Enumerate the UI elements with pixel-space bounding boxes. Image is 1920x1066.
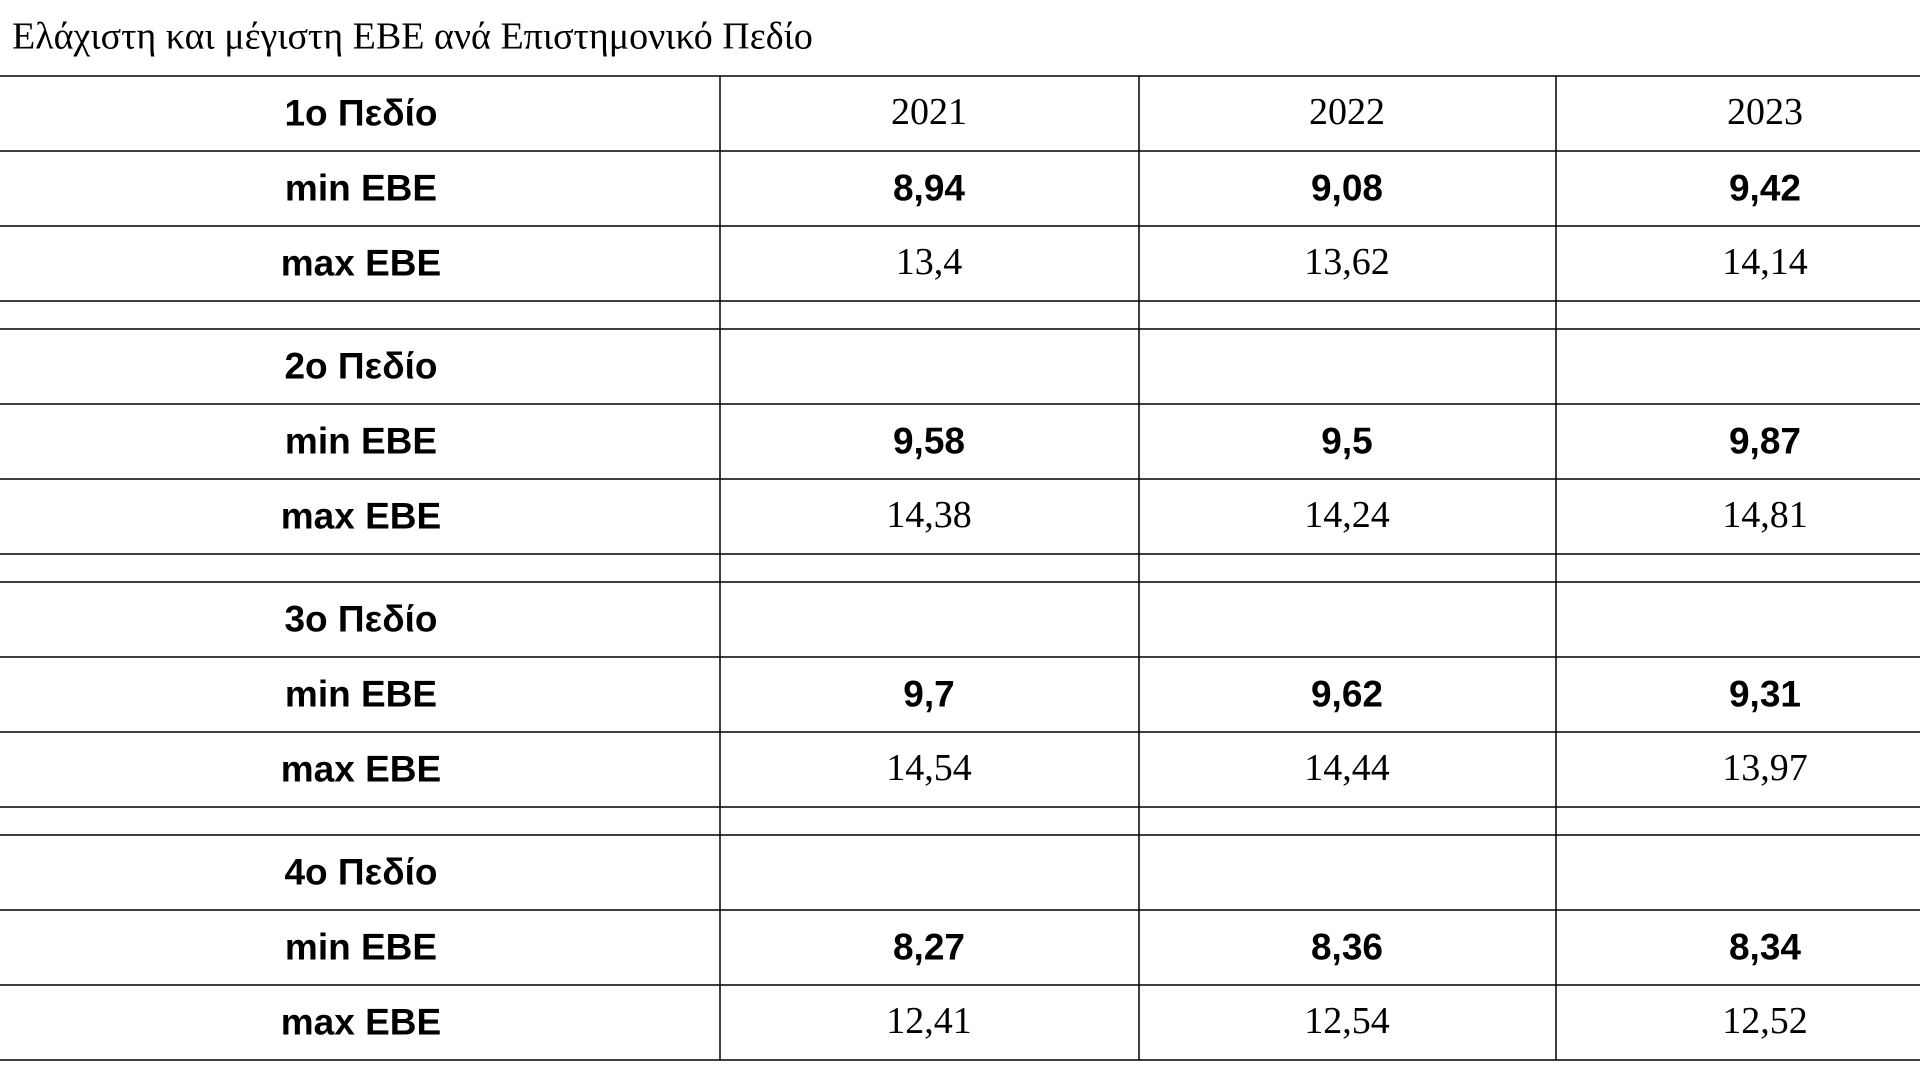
- row-label: min ΕΒΕ: [285, 167, 437, 208]
- cell-value: 14,44: [1304, 747, 1390, 789]
- column-header: 2023: [1727, 91, 1803, 133]
- cell-value: 9,08: [1311, 167, 1383, 208]
- cell-value: 8,36: [1311, 926, 1383, 967]
- section-label: 4ο Πεδίο: [284, 851, 437, 892]
- cell-value: 9,5: [1321, 420, 1372, 461]
- cell-value: 12,41: [886, 1000, 972, 1042]
- cell-value: 8,27: [893, 926, 965, 967]
- section-label: 3ο Πεδίο: [284, 598, 437, 639]
- cell-value: 12,54: [1304, 1000, 1390, 1042]
- cell-value: 8,34: [1729, 926, 1801, 967]
- column-header: 2021: [891, 91, 967, 133]
- cell-value: 14,24: [1304, 494, 1390, 536]
- cell-value: 13,4: [896, 241, 963, 283]
- row-label: min ΕΒΕ: [285, 673, 437, 714]
- cell-value: 13,97: [1722, 747, 1808, 789]
- cell-value: 9,42: [1729, 167, 1801, 208]
- cell-value: 8,94: [893, 167, 965, 208]
- row-label: min ΕΒΕ: [285, 926, 437, 967]
- cell-value: 9,62: [1311, 673, 1383, 714]
- section-label: 2ο Πεδίο: [284, 345, 437, 386]
- column-header: 2022: [1309, 91, 1385, 133]
- cell-value: 14,38: [886, 494, 972, 536]
- cell-value: 9,58: [893, 420, 965, 461]
- cell-value: 13,62: [1304, 241, 1390, 283]
- cell-value: 9,87: [1729, 420, 1801, 461]
- cell-value: 9,31: [1729, 673, 1801, 714]
- row-label: max ΕΒΕ: [281, 495, 441, 536]
- cell-value: 9,7: [903, 673, 954, 714]
- cell-value: 14,14: [1722, 241, 1808, 283]
- cell-value: 12,52: [1722, 1000, 1808, 1042]
- row-label: max ΕΒΕ: [281, 748, 441, 789]
- row-label: max ΕΒΕ: [281, 1001, 441, 1042]
- cell-value: 14,81: [1722, 494, 1808, 536]
- title: Ελάχιστη και μέγιστη ΕΒΕ ανά Επιστημονικ…: [12, 16, 813, 58]
- row-label: min ΕΒΕ: [285, 420, 437, 461]
- row-label: max ΕΒΕ: [281, 242, 441, 283]
- cell-value: 14,54: [886, 747, 972, 789]
- section-label: 1ο Πεδίο: [284, 92, 437, 133]
